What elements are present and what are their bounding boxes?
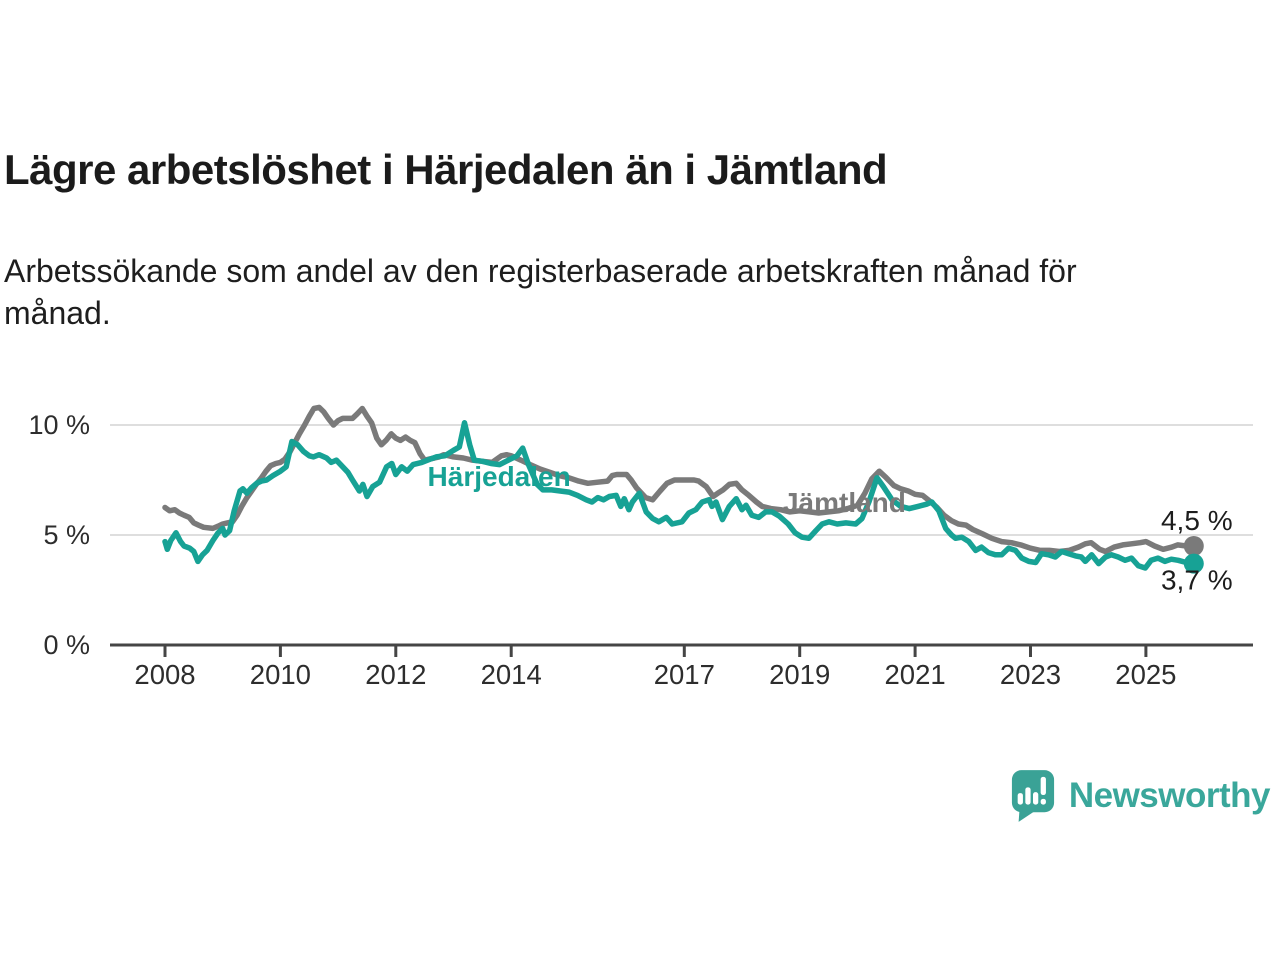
bar-chart-speech-bubble-icon	[1011, 770, 1054, 822]
newsworthy-logo: Newsworthy	[1010, 768, 1271, 823]
x-axis-tick-label: 2012	[365, 659, 426, 690]
series-end-dot-jamtland	[1183, 536, 1204, 556]
x-axis-tick-label: 2021	[885, 659, 946, 690]
x-axis-tick-label: 2019	[769, 659, 830, 690]
y-axis-tick-label: 0 %	[43, 630, 90, 660]
page-title: Lägre arbetslöshet i Härjedalen än i Jäm…	[4, 146, 888, 193]
x-axis-tick-label: 2025	[1115, 659, 1176, 690]
y-axis-tick-label: 5 %	[43, 520, 90, 550]
series-end-value-jamtland: 4,5 %	[1161, 505, 1233, 536]
series-label-harjedalen: Härjedalen	[428, 461, 571, 492]
series-line-jamtland	[162, 404, 1197, 555]
x-axis-tick-label: 2017	[654, 659, 715, 690]
newsworthy-logo-text: Newsworthy	[1068, 775, 1271, 815]
series-end-value-harjedalen: 3,7 %	[1161, 565, 1233, 596]
chart-subtitle: Arbetssökande som andel av den registerb…	[4, 253, 1077, 332]
x-axis-tick-label: 2014	[481, 659, 542, 690]
series-end-dot-harjedalen	[1183, 553, 1204, 574]
x-axis-tick-label: 2010	[250, 659, 311, 690]
x-axis-tick-label: 2023	[1000, 659, 1061, 690]
series-label-jamtland: Jämtland	[783, 487, 906, 518]
y-axis-tick-label: 10 %	[28, 410, 90, 440]
series-line-harjedalen	[162, 420, 1197, 571]
x-axis-tick-label: 2008	[134, 659, 195, 690]
